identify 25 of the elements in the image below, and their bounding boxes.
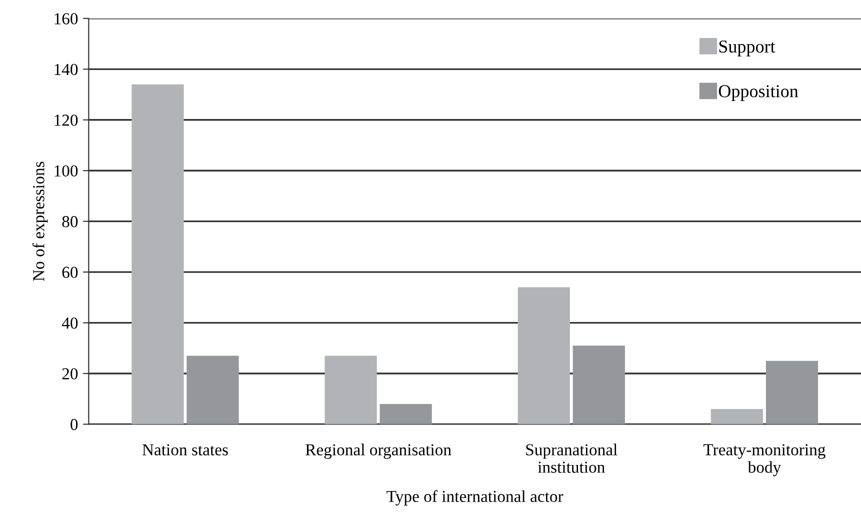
y-tick-label: 100 — [54, 165, 78, 177]
legend-label: Opposition — [718, 85, 798, 101]
legend-label: Support — [719, 40, 776, 56]
y-axis-title: No of expressions — [32, 162, 48, 282]
y-tick-label: 20 — [62, 368, 78, 380]
x-tick-label: Supranational institution — [526, 444, 618, 473]
y-tick-label: 60 — [62, 266, 78, 278]
x-tick-label: Regional organisation — [306, 444, 452, 459]
bar — [380, 404, 432, 424]
y-tick-label: 40 — [62, 317, 78, 329]
bar — [132, 84, 184, 424]
y-tick-label: 140 — [54, 64, 78, 76]
y-tick-label: 120 — [54, 114, 78, 126]
bar — [766, 360, 818, 424]
x-tick-label: Treaty-monitoring body — [704, 444, 826, 476]
y-tick-label: 80 — [62, 216, 78, 228]
bar — [518, 287, 570, 424]
bar — [324, 356, 377, 424]
bar — [186, 356, 239, 424]
y-tick-label: 160 — [54, 13, 78, 24]
x-axis-title: Type of international actor — [386, 490, 564, 506]
y-tick-label: 0 — [70, 418, 78, 430]
x-tick-label: Nation states — [142, 444, 228, 456]
bar — [710, 409, 764, 424]
bar — [572, 346, 625, 424]
